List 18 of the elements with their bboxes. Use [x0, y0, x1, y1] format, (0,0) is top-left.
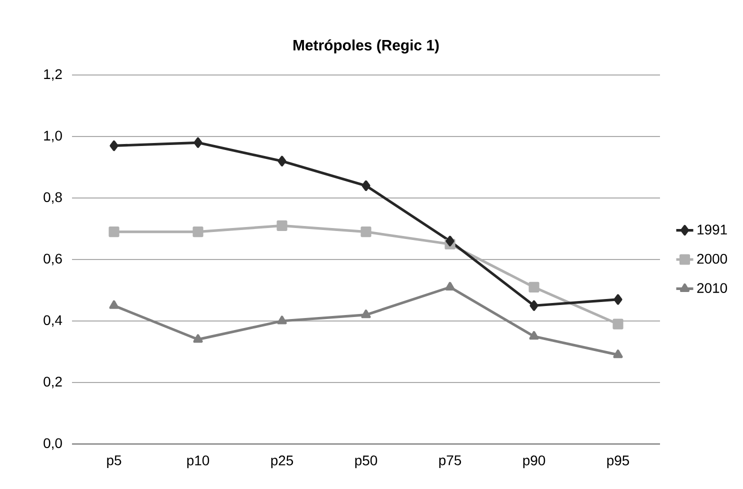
y-tick-label: 0,2 [44, 376, 62, 388]
x-tick-label: p95 [607, 456, 630, 468]
chart-title: Metrópoles (Regic 1) [294, 39, 439, 54]
y-tick-label: 0,6 [44, 254, 62, 266]
x-tick-label: p75 [439, 456, 462, 468]
legend-label: 2000 [697, 254, 728, 264]
x-tick-label: p25 [271, 456, 294, 468]
x-tick-label: p10 [187, 456, 210, 468]
legend-label: 2010 [697, 283, 728, 293]
y-tick-label: 1,0 [44, 130, 62, 142]
y-tick-label: 0,4 [44, 315, 62, 327]
x-tick-label: p5 [107, 456, 122, 468]
y-tick-label: 1,2 [44, 69, 62, 81]
y-tick-label: 0,8 [44, 192, 62, 204]
x-tick-label: p90 [523, 456, 546, 468]
y-tick-label: 0,0 [44, 438, 62, 450]
x-tick-label: p50 [355, 456, 378, 468]
legend-label: 1991 [698, 224, 727, 235]
